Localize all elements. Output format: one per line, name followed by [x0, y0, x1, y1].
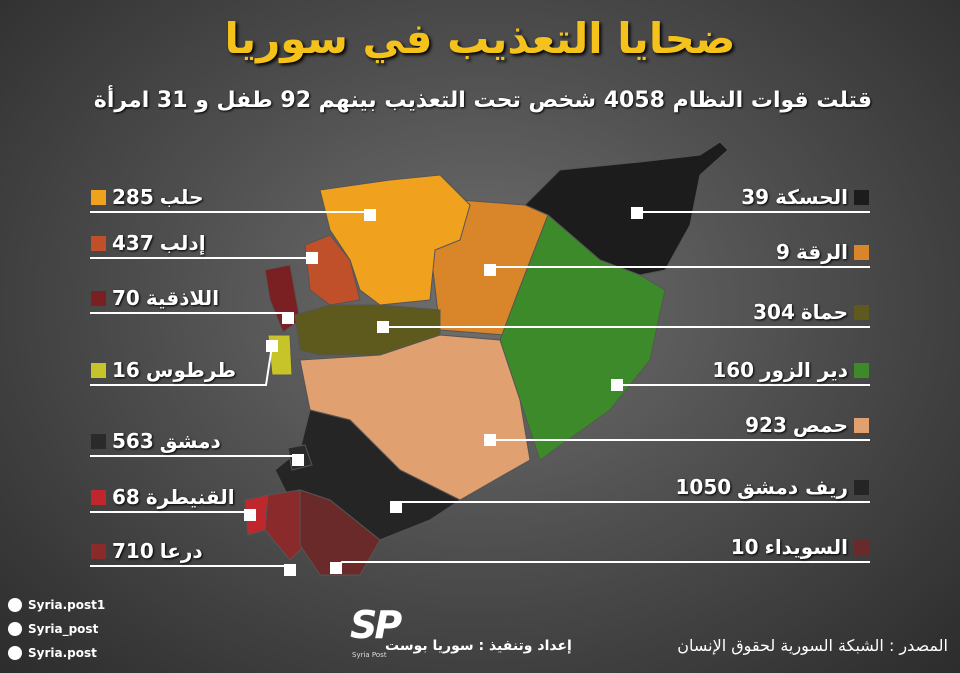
legend-swatch: [91, 434, 106, 449]
region-name: ريف دمشق: [737, 475, 848, 499]
region-value: 923: [745, 413, 787, 437]
anchor-square: [484, 264, 496, 276]
leader-line: [90, 565, 291, 571]
leader-line: [90, 345, 273, 386]
legend-swatch: [854, 480, 869, 495]
region-shape: [304, 234, 361, 306]
region-name: الحسكة: [775, 185, 848, 209]
region-shape: [299, 489, 381, 576]
region-name: الرقة: [795, 240, 848, 264]
source: المصدر : الشبكة السورية لحقوق الإنسان: [677, 636, 948, 655]
region-value: 285: [112, 185, 154, 209]
region-value: 9: [776, 240, 790, 264]
region-value: 437: [112, 231, 154, 255]
logo: SP: [350, 603, 402, 647]
credit: إعداد وتنفيذ : سوريا بوست: [385, 638, 572, 654]
region-label: حماة304: [753, 300, 848, 324]
anchor-square: [484, 434, 496, 446]
legend-swatch: [91, 363, 106, 378]
legend-swatch: [91, 190, 106, 205]
region-shape: [319, 174, 471, 306]
region-value: 68: [112, 485, 140, 509]
legend-swatch: [91, 490, 106, 505]
region-label: دير الزور160: [712, 358, 848, 382]
legend-swatch: [91, 544, 106, 559]
legend-swatch: [854, 540, 869, 555]
region-value: 160: [712, 358, 755, 382]
region-value: 16: [112, 358, 140, 382]
legend-swatch: [854, 418, 869, 433]
anchor-square: [306, 252, 318, 264]
region-name: حمص: [792, 413, 848, 437]
region-label: ريف دمشق1050: [675, 475, 848, 499]
region-value: 563: [112, 429, 154, 453]
region-value: 710: [112, 539, 154, 563]
anchor-square: [284, 564, 296, 576]
anchor-square: [377, 321, 389, 333]
region-label: طرطوس16: [112, 358, 236, 382]
leader-line: [90, 511, 251, 516]
leader-line: [636, 211, 870, 214]
region-name: القنيطرة: [145, 485, 235, 509]
region-value: 39: [741, 185, 770, 209]
region-label: السويداء10: [731, 535, 848, 559]
region-value: 304: [753, 300, 795, 324]
region-label: درعا710: [112, 539, 203, 563]
anchor-square: [292, 454, 304, 466]
region-value: 10: [730, 535, 759, 559]
region-value: 1050: [675, 475, 732, 499]
region-label: إدلب437: [112, 231, 206, 255]
region-name: طرطوس: [145, 358, 237, 382]
anchor-square: [244, 509, 256, 521]
social-facebook[interactable]: Syria.post1: [8, 598, 105, 612]
anchor-square: [330, 562, 342, 574]
region-name: دير الزور: [760, 358, 848, 382]
anchor-square: [266, 340, 278, 352]
region-name: حلب: [159, 185, 204, 209]
leader-line: [90, 455, 299, 461]
region-value: 70: [112, 286, 140, 310]
anchor-square: [364, 209, 376, 221]
region-label: الرقة9: [776, 240, 848, 264]
legend-swatch: [854, 305, 869, 320]
leader-line: [335, 561, 870, 569]
region-label: حلب285: [112, 185, 204, 209]
anchor-square: [390, 501, 402, 513]
subtitle: قتلت قوات النظام 4058 شخص تحت التعذيب بي…: [93, 88, 872, 113]
region-label: دمشق563: [112, 429, 221, 453]
anchor-square: [282, 312, 294, 324]
region-name: السويداء: [764, 535, 848, 559]
region-name: حماة: [800, 300, 848, 324]
social-twitter[interactable]: Syria_post: [8, 622, 98, 636]
region-name: اللاذقية: [145, 286, 220, 310]
social-instagram[interactable]: Syria.post: [8, 646, 97, 660]
anchor-square: [631, 207, 643, 219]
region-label: القنيطرة68: [112, 485, 235, 509]
region-label: حمص923: [745, 413, 848, 437]
region-name: دمشق: [159, 429, 221, 453]
title: ضحايا التعذيب في سوريا: [224, 14, 736, 63]
region-label: الحسكة39: [741, 185, 848, 209]
region-name: إدلب: [159, 231, 206, 255]
region-name: درعا: [159, 539, 203, 563]
legend-swatch: [91, 291, 106, 306]
legend-swatch: [854, 190, 869, 205]
region-label: اللاذقية70: [112, 286, 219, 310]
anchor-square: [611, 379, 623, 391]
legend-swatch: [854, 363, 869, 378]
leader-line: [90, 312, 289, 319]
leader-line: [395, 501, 870, 508]
logo-caption: Syria Post: [352, 651, 387, 659]
legend-swatch: [91, 236, 106, 251]
legend-swatch: [854, 245, 869, 260]
